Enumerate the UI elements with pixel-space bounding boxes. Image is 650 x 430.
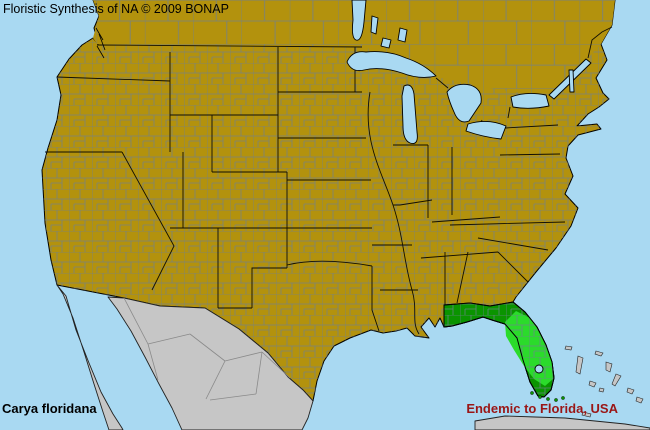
lake-winnipeg [351,0,367,41]
lake-erie [465,121,507,140]
lake-okeechobee [534,364,544,374]
endemic-note-label: Endemic to Florida, USA [466,401,618,416]
mexico-region [56,284,314,430]
cuba-island [474,415,650,430]
lake-ontario [510,92,550,109]
lake-superior [346,51,437,78]
lake-michigan [401,84,418,144]
florida-keys [530,391,565,402]
species-name-label: Carya floridana [2,401,97,416]
lake-huron [446,83,482,123]
map-title: Floristic Synthesis of NA © 2009 BONAP [3,2,229,16]
lake-nipigon [397,27,408,43]
mexico-state-lines [123,297,291,401]
puget-sound-inlets [95,27,106,59]
lake-of-the-woods [380,37,392,49]
florida-state [443,301,565,402]
lake-champlain [568,69,575,93]
mexico-mainland [107,296,314,430]
great-lakes [346,0,592,144]
bahamas-islands [564,345,644,418]
lake-manitoba [370,15,379,35]
baja-california [56,284,124,430]
